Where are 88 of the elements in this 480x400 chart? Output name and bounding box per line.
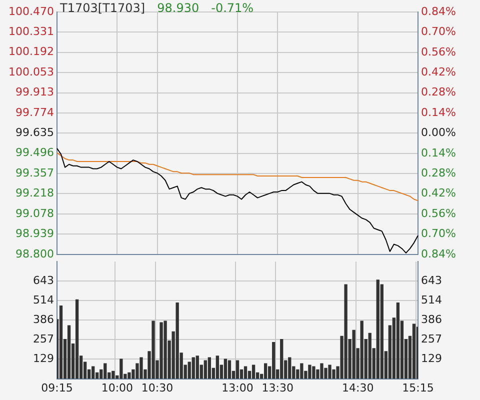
- bar: [160, 322, 163, 379]
- y-tick-label: 100.331: [8, 25, 54, 38]
- bar: [320, 363, 324, 379]
- bar: [308, 364, 312, 379]
- y2-tick-label: 0.84%: [421, 247, 456, 260]
- y2-tick-label: 0.42%: [421, 186, 456, 200]
- bar: [164, 320, 167, 379]
- y-tick-label: 99.357: [16, 166, 54, 180]
- y2-tick-label: 0.14%: [421, 106, 456, 119]
- bar: [192, 357, 195, 379]
- y-tick-label: 257: [33, 332, 54, 346]
- y-tick-label: 99.218: [16, 186, 54, 200]
- bar: [104, 363, 107, 379]
- x-tick-label: 13:30: [262, 381, 294, 394]
- bar: [264, 363, 268, 379]
- bar: [67, 325, 71, 379]
- y2-tick-label: 0.42%: [421, 65, 456, 78]
- y2-tick-label: 0.28%: [421, 86, 456, 99]
- y2-tick-label: 0.56%: [421, 206, 456, 220]
- bar: [128, 372, 131, 379]
- y-tick-label: 514: [33, 294, 54, 307]
- bar: [204, 360, 207, 379]
- bar: [376, 280, 380, 379]
- bar: [196, 356, 199, 379]
- y2-tick-label: 0.70%: [421, 227, 456, 240]
- y-tick-label: 98.939: [16, 227, 54, 240]
- bar: [288, 357, 292, 379]
- x-tick-label: 10:30: [141, 381, 174, 394]
- y-tick-label: 99.913: [16, 86, 54, 99]
- x-tick-label: 14:30: [342, 381, 374, 394]
- bar: [360, 320, 364, 379]
- bar: [312, 366, 316, 379]
- x-tick-label: 09:15: [41, 381, 73, 394]
- bar: [208, 357, 211, 379]
- y-tick-label: 386: [33, 312, 54, 326]
- x-tick-label: 10:00: [101, 381, 134, 394]
- bar: [216, 356, 220, 379]
- y-tick-label: 129: [33, 352, 54, 366]
- chart-title: T1703[T1703]: [60, 1, 146, 15]
- y-tick-label: 99.078: [16, 206, 54, 220]
- y-tick-label: 99.774: [16, 106, 54, 119]
- bar: [416, 326, 418, 379]
- y2-tick-label: 0.14%: [421, 146, 456, 160]
- bar: [224, 358, 228, 379]
- annotation: -0.71%: [211, 1, 254, 15]
- bar: [152, 320, 155, 379]
- bar: [280, 338, 284, 379]
- bar: [252, 364, 256, 379]
- y-tick-label: 100.053: [8, 65, 54, 78]
- bar: [300, 363, 304, 379]
- bar: [140, 357, 143, 379]
- bar: [272, 342, 276, 379]
- bar: [244, 366, 248, 379]
- y2-tick-label: 0.56%: [421, 45, 456, 58]
- y2-tick-label: 0.84%: [421, 4, 456, 18]
- bar: [236, 360, 240, 379]
- bar: [412, 324, 416, 379]
- bar: [176, 302, 179, 379]
- bar: [328, 364, 332, 379]
- y-tick-label: 98.800: [16, 247, 54, 260]
- bar: [112, 370, 115, 379]
- annotation: 98.930: [157, 1, 200, 15]
- y-tick-label: 643: [33, 274, 54, 287]
- bar: [75, 299, 79, 379]
- y-tick-label: 99.635: [16, 126, 54, 140]
- bar: [324, 368, 328, 379]
- bar: [344, 284, 348, 379]
- y2-tick-label: 0.28%: [421, 166, 456, 180]
- bar: [352, 330, 356, 379]
- y2-tick-label: 386: [421, 312, 442, 326]
- y2-tick-label: 129: [421, 352, 442, 366]
- bar: [59, 306, 63, 379]
- y-tick-label: 100.470: [8, 4, 54, 18]
- y2-tick-label: 257: [421, 332, 442, 346]
- y2-tick-label: 0.70%: [421, 25, 456, 38]
- x-tick-label: 13:00: [222, 381, 254, 394]
- bar: [92, 366, 95, 379]
- bar: [120, 358, 123, 379]
- y2-tick-label: 643: [421, 274, 442, 287]
- y2-tick-label: 0.00%: [421, 126, 456, 140]
- bar: [228, 360, 232, 379]
- y-tick-label: 100.192: [8, 45, 54, 58]
- bar: [396, 302, 400, 379]
- y-tick-label: 99.496: [16, 146, 54, 160]
- bar: [332, 369, 336, 379]
- x-tick-label: 15:15: [402, 381, 434, 394]
- y2-tick-label: 514: [421, 294, 442, 307]
- bar: [368, 332, 372, 379]
